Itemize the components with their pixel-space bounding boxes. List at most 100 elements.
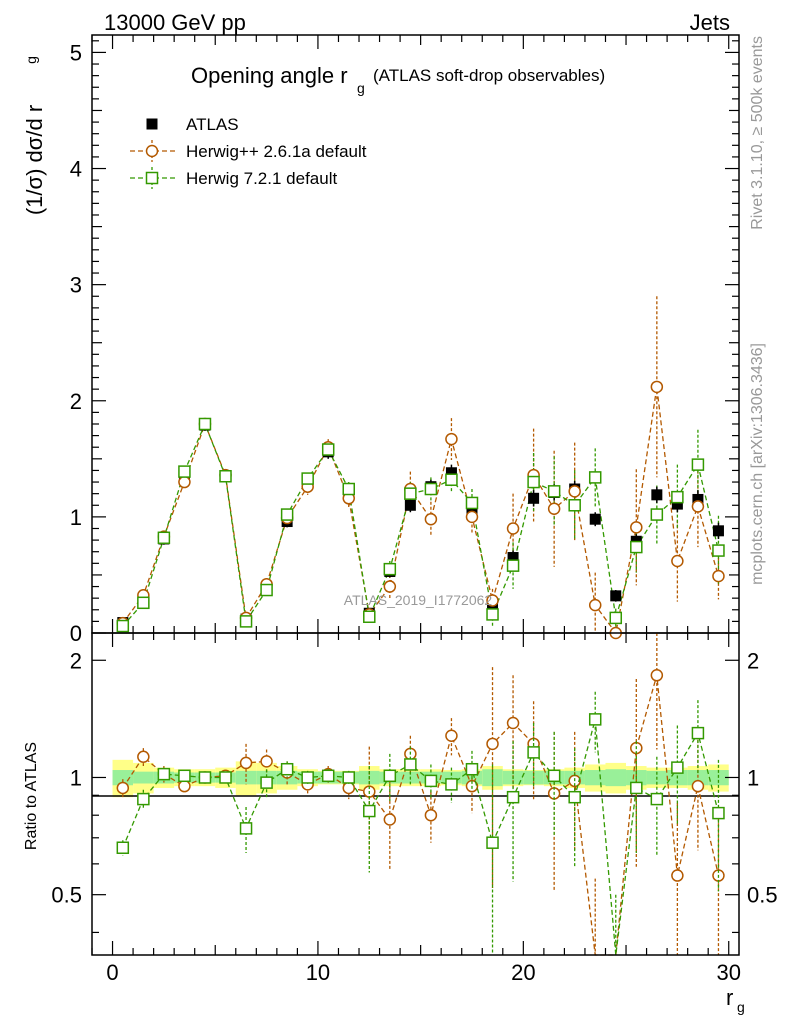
herwig-7-2-1-default-point [239, 615, 253, 628]
atlas-point [610, 590, 622, 602]
herwig-7-2-1-default-point [383, 562, 397, 576]
title-extra: (ATLAS soft-drop observables) [373, 66, 605, 85]
herwig-7-2-1-default-ratio-point [568, 790, 581, 804]
main-axis-ticks [91, 35, 739, 634]
atlas-point [404, 499, 416, 511]
herwig-7-2-1-default-point [527, 475, 540, 489]
herwig-7-2-1-default-point [157, 531, 171, 545]
herwig-7-2-1-default-ratio-point [650, 792, 664, 806]
title-main: Opening angle r [191, 63, 348, 88]
ratio-y-tick-labels: 0.5 0.5 1 1 2 2 [51, 648, 777, 907]
herwig-2-6-1a-default-point [588, 598, 602, 612]
herwig-2-6-1a-default-point [424, 512, 438, 526]
herwig-7-2-1-default-point [547, 485, 561, 498]
header-right: Jets [690, 10, 730, 35]
watermark: ATLAS_2019_I1772062 [344, 592, 493, 608]
herwig-7-2-1-default-point [650, 508, 664, 521]
herwig-2-6-1a-default-point [671, 554, 684, 568]
title: Opening angle r g (ATLAS soft-drop obser… [191, 63, 605, 96]
ylabel-sub: g [23, 56, 39, 64]
herwig-7-2-1-default-point [301, 472, 314, 485]
herwig-7-2-1-default-ratio-point [424, 774, 438, 788]
herwig-7-2-1-default-ratio-point [321, 769, 335, 783]
herwig-7-2-1-default-ratio-point [486, 836, 499, 849]
herwig-7-2-1-default-ratio-point [301, 771, 314, 784]
x-tick-label: 30 [716, 960, 740, 985]
herwig-7-2-1-default-ratio-point [671, 761, 684, 774]
herwig-7-2-1-default-ratio-point [465, 762, 479, 776]
y-tick-label: 2 [70, 389, 82, 414]
herwig-7-2-1-default-point [588, 471, 602, 484]
legend-marker-atlas [146, 118, 158, 130]
y-tick-label: 3 [70, 273, 82, 298]
herwig-7-2-1-default-ratio-point [342, 771, 355, 784]
band-inner [112, 770, 134, 786]
herwig-7-2-1-default-point [691, 458, 705, 471]
legend-label-atlas: ATLAS [186, 115, 239, 134]
atlas-point [712, 525, 724, 537]
herwig-7-2-1-default-ratio-point [506, 790, 520, 804]
herwig-7-2-1-default-ratio-point [219, 771, 232, 784]
herwig-7-2-1-default-point [363, 610, 376, 623]
herwig-7-2-1-default-ratio-point [588, 713, 602, 726]
y-tick-label-right: 2 [747, 648, 759, 673]
herwig-7-2-1-default-point [404, 487, 417, 500]
herwig-2-6-1a-default-ratio-line [122, 675, 720, 956]
atlas-point [692, 493, 704, 505]
herwig-2-6-1a-default-point [383, 580, 397, 593]
legend: ATLAS Herwig++ 2.6.1a default Herwig 7.2.1… [130, 115, 367, 189]
herwig-2-6-1a-default-point [178, 475, 191, 489]
herwig-7-2-1-default-point [178, 465, 191, 478]
title-sub: g [357, 80, 365, 96]
herwig-7-2-1-default-point [198, 417, 212, 431]
ylabel-ratio: Ratio to ATLAS [23, 742, 40, 850]
atlas-point [466, 504, 478, 516]
band-inner [235, 770, 257, 785]
y-tick-label: 0 [70, 621, 82, 646]
ratio-frame [91, 632, 740, 956]
herwig-7-2-1-default-point [465, 496, 479, 510]
band-inner [584, 770, 606, 786]
herwig-2-6-1a-default-ratio-point [239, 756, 253, 770]
herwig-2-6-1a-default-ratio-point [137, 750, 150, 764]
herwig-7-2-1-default-ratio-point [445, 778, 458, 791]
herwig-7-2-1-default-point [609, 611, 623, 625]
herwig-7-2-1-default-ratio-point [547, 769, 561, 783]
herwig-2-6-1a-default-ratio-point [260, 755, 273, 768]
legend-label-herwig-2-6-1a-default: Herwig++ 2.6.1a default [186, 142, 367, 161]
herwig-7-2-1-default-point [671, 490, 684, 504]
atlas-point [445, 467, 457, 479]
herwig-7-2-1-default-ratio-point [383, 769, 397, 783]
side-mcplots: mcplots.cern.ch [arXiv:1306.3436] [749, 343, 766, 585]
herwig-2-6-1a-default-point [650, 380, 664, 394]
herwig-7-2-1-default-ratio-point [198, 771, 212, 784]
y-tick-label: 1 [70, 505, 82, 530]
atlas-point [671, 498, 683, 510]
herwig-2-6-1a-default-ratio-point [178, 779, 191, 793]
herwig-2-6-1a-default-ratio-point [486, 737, 499, 751]
y-tick-label: 2 [70, 648, 82, 673]
herwig-2-6-1a-default-point [568, 485, 581, 498]
herwig-7-2-1-default-point [424, 482, 438, 496]
herwig-7-2-1-default-point [445, 473, 458, 486]
x-tick-label: 0 [106, 960, 118, 985]
herwig-2-6-1a-default-ratio-point [445, 729, 458, 742]
herwig-7-2-1-default-point [137, 596, 150, 610]
herwig-7-2-1-default-ratio-point [363, 804, 376, 818]
y-tick-label: 4 [70, 157, 82, 182]
side-rivet: Rivet 3.1.10, ≥ 500k events [749, 36, 766, 230]
ratio-axis-ticks [91, 633, 739, 955]
herwig-7-2-1-default-point [568, 499, 581, 512]
herwig-2-6-1a-default-ratio-point [116, 781, 130, 795]
atlas-point [507, 552, 519, 564]
atlas-point [589, 513, 601, 525]
herwig-2-6-1a-default-ratio-point [383, 813, 397, 826]
herwig-2-6-1a-default-point [465, 510, 479, 524]
band-inner [441, 771, 462, 784]
xlabel-main: r [726, 985, 733, 1010]
x-tick-label: 20 [511, 960, 535, 985]
herwig-7-2-1-default-ratio-point [527, 746, 540, 759]
band-inner [605, 769, 627, 787]
ylabel-main: (1/σ) dσ/d r [22, 105, 47, 215]
